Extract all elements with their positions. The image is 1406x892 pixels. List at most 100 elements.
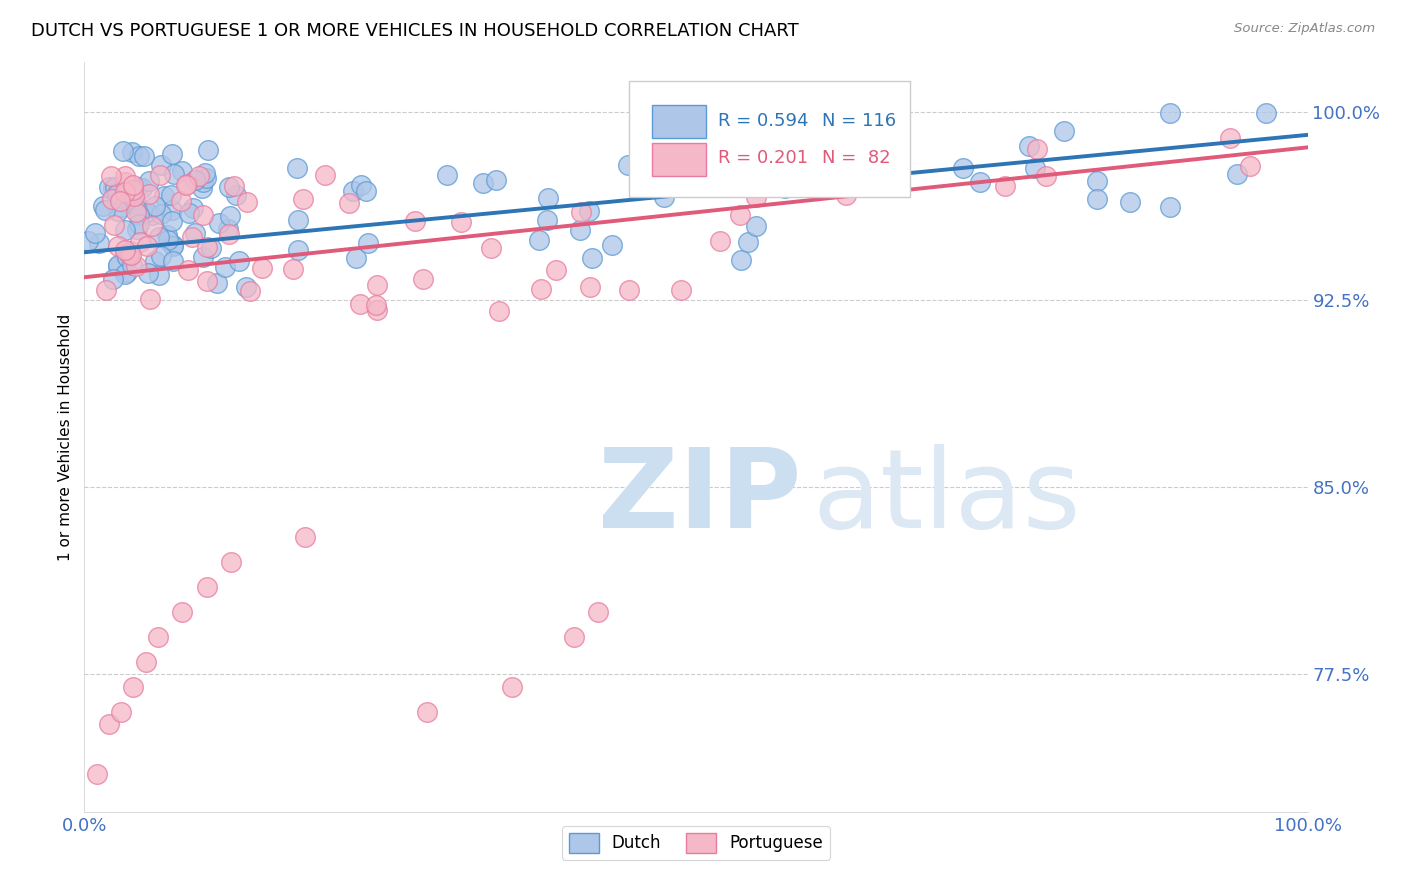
Point [1159, 201, 1181, 215]
Point [128, 148, 150, 162]
Point [195, 240, 218, 254]
FancyBboxPatch shape [652, 143, 706, 176]
Point [562, 630, 585, 644]
Point [235, 279, 257, 293]
Point [773, 180, 796, 194]
Point [169, 194, 191, 208]
Point [136, 205, 159, 219]
Point [135, 655, 157, 669]
Text: ZIP: ZIP [598, 443, 801, 550]
Point [114, 267, 136, 281]
Point [114, 244, 136, 258]
Point [877, 162, 900, 177]
Point [350, 178, 373, 193]
Point [153, 188, 176, 202]
Point [101, 192, 124, 206]
Point [149, 248, 172, 262]
Y-axis label: 1 or more Vehicles in Household: 1 or more Vehicles in Household [58, 313, 73, 561]
Point [200, 241, 222, 255]
Text: R = 0.201: R = 0.201 [718, 149, 808, 168]
Point [134, 149, 156, 163]
Point [110, 200, 132, 214]
Point [366, 303, 388, 318]
Point [219, 555, 242, 569]
Point [745, 219, 768, 233]
Point [176, 177, 198, 191]
Point [586, 605, 609, 619]
Point [91, 199, 114, 213]
Text: atlas: atlas [813, 443, 1081, 550]
Point [745, 190, 768, 204]
Point [101, 272, 124, 286]
Point [285, 161, 308, 176]
Point [1219, 130, 1241, 145]
Text: N = 116: N = 116 [823, 112, 896, 130]
Point [128, 217, 150, 231]
Point [127, 180, 149, 194]
Point [314, 169, 336, 183]
Point [287, 243, 309, 257]
Point [1119, 194, 1142, 209]
Point [77, 235, 100, 249]
Point [471, 176, 494, 190]
Point [94, 283, 117, 297]
Point [122, 183, 145, 197]
Point [1085, 173, 1108, 187]
Point [141, 219, 163, 233]
Point [160, 202, 183, 217]
Point [1026, 142, 1049, 156]
Point [239, 284, 262, 298]
Point [581, 251, 603, 265]
Point [105, 187, 128, 202]
Point [357, 235, 380, 250]
Point [485, 173, 508, 187]
Point [156, 228, 179, 243]
Point [952, 161, 974, 175]
Point [121, 258, 143, 272]
Point [118, 244, 141, 259]
Legend: Dutch, Portuguese: Dutch, Portuguese [562, 826, 830, 860]
Point [131, 181, 153, 195]
Point [808, 182, 831, 196]
Point [709, 234, 731, 248]
Point [450, 215, 472, 229]
Point [115, 250, 138, 264]
Point [163, 167, 186, 181]
Point [107, 259, 129, 273]
Point [728, 208, 751, 222]
Point [191, 208, 214, 222]
Point [194, 171, 217, 186]
Point [536, 212, 558, 227]
Point [342, 184, 364, 198]
Point [162, 239, 184, 253]
Point [103, 218, 125, 232]
Point [136, 267, 159, 281]
Point [1018, 138, 1040, 153]
Point [114, 248, 136, 262]
Point [129, 235, 152, 250]
Text: DUTCH VS PORTUGUESE 1 OR MORE VEHICLES IN HOUSEHOLD CORRELATION CHART: DUTCH VS PORTUGUESE 1 OR MORE VEHICLES I… [31, 22, 799, 40]
FancyBboxPatch shape [652, 105, 706, 138]
Point [141, 208, 163, 222]
Point [100, 169, 122, 183]
Point [124, 193, 146, 207]
FancyBboxPatch shape [628, 81, 910, 197]
Point [193, 250, 215, 264]
Point [287, 213, 309, 227]
Point [114, 169, 136, 183]
Point [208, 216, 231, 230]
Point [619, 283, 641, 297]
Point [690, 161, 713, 175]
Point [730, 252, 752, 267]
Point [110, 194, 132, 208]
Point [187, 169, 209, 184]
Point [150, 207, 173, 221]
Point [537, 191, 560, 205]
Point [292, 192, 315, 206]
Point [205, 276, 228, 290]
Point [502, 680, 524, 694]
Point [190, 181, 212, 195]
Point [115, 265, 138, 279]
Point [252, 260, 274, 275]
Text: R = 0.594: R = 0.594 [718, 112, 808, 130]
